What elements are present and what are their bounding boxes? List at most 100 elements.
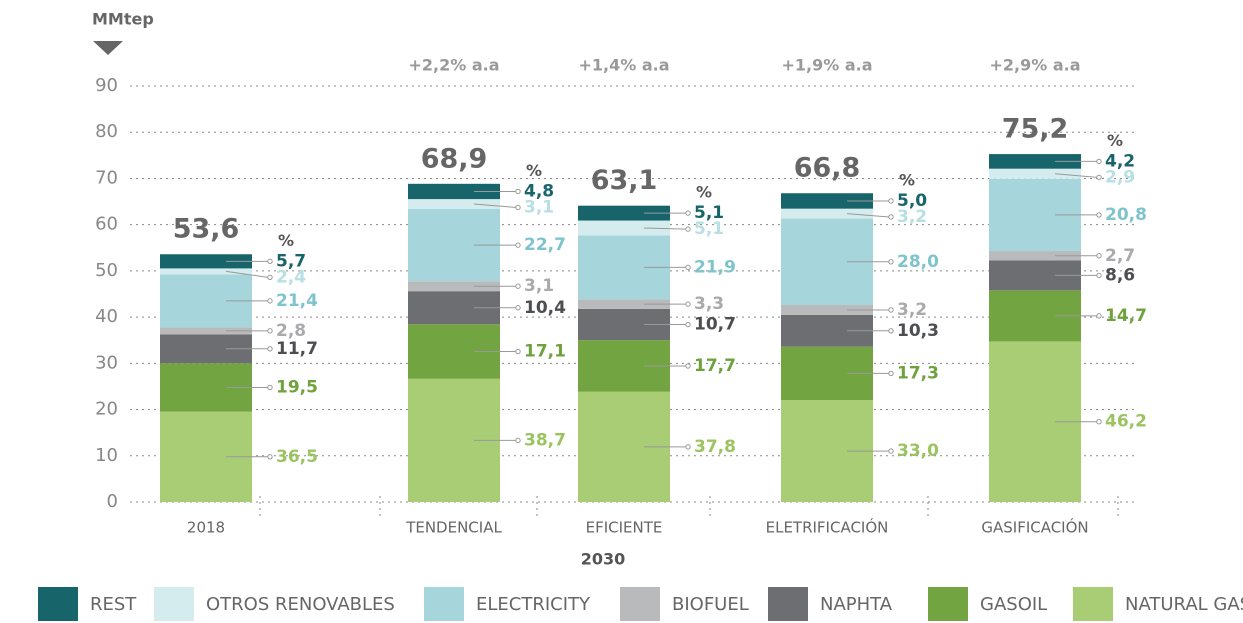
bar-segment <box>578 205 670 221</box>
total-label: 63,1 <box>591 165 658 196</box>
y-tick-label: 10 <box>95 445 118 466</box>
share-unit: % <box>526 161 542 180</box>
total-label: 75,2 <box>1002 114 1069 145</box>
leader-dot <box>515 204 521 211</box>
y-tick-label: 40 <box>95 306 118 327</box>
leader-dot <box>515 188 521 195</box>
leader-dot <box>515 437 521 444</box>
y-tick-label: 80 <box>95 121 118 142</box>
bar-segment <box>781 305 873 315</box>
share-label: 21,9 <box>694 257 736 277</box>
share-label: 3,1 <box>524 197 554 217</box>
leader-dot <box>888 328 894 334</box>
share-label: 22,7 <box>524 235 566 255</box>
x-tick-label: TENDENCIAL <box>405 519 502 537</box>
share-label: 8,6 <box>1105 265 1135 285</box>
leader-dot <box>685 226 691 232</box>
share-label: 37,8 <box>694 437 736 457</box>
share-label: 36,5 <box>276 447 318 467</box>
share-label: 11,7 <box>276 339 318 359</box>
leader-dot <box>1096 158 1102 165</box>
legend-swatch <box>768 587 808 621</box>
leader-dot <box>685 264 691 271</box>
total-label: 66,8 <box>794 153 861 184</box>
leader-line <box>643 227 687 230</box>
leader-dot <box>515 348 521 355</box>
share-label: 2,8 <box>276 321 306 341</box>
leader-dot <box>1096 272 1102 279</box>
growth-label: +2,9% a.a <box>989 56 1080 75</box>
share-label: 5,7 <box>276 251 306 271</box>
share-label: 10,3 <box>897 321 939 341</box>
bar-segment <box>989 251 1081 261</box>
axis-arrow <box>93 41 123 55</box>
leader-dot <box>267 274 273 281</box>
y-tick-label: 0 <box>107 491 118 512</box>
leader-dot <box>685 321 691 328</box>
share-unit: % <box>278 231 294 250</box>
share-label: 38,7 <box>524 430 566 450</box>
share-label: 17,3 <box>897 363 939 383</box>
legend-swatch <box>38 587 78 621</box>
y-tick-label: 90 <box>95 75 118 96</box>
leader-dot <box>515 305 521 311</box>
y-tick-label: 50 <box>95 260 118 281</box>
bar-segment <box>408 183 500 200</box>
share-label: 5,0 <box>897 191 927 211</box>
bar-segment <box>781 208 873 219</box>
leader-line <box>1054 173 1098 178</box>
legend-label: BIOFUEL <box>672 594 749 615</box>
share-label: 10,4 <box>524 298 566 318</box>
legend-label: NATURAL GAS <box>1125 594 1243 615</box>
leader-dot <box>685 444 691 450</box>
growth-label: +2,2% a.a <box>408 56 499 75</box>
leader-dot <box>1096 253 1102 259</box>
share-label: 21,4 <box>276 291 318 311</box>
share-label: 19,5 <box>276 377 318 397</box>
bar-segment <box>578 299 670 309</box>
share-label: 46,2 <box>1105 412 1147 432</box>
y-tick-label: 20 <box>95 399 118 420</box>
leader-dot <box>685 363 691 369</box>
leader-dot <box>888 307 894 313</box>
leader-dot <box>267 298 273 304</box>
bar-segment <box>160 254 252 269</box>
leader-dot <box>888 214 894 220</box>
total-label: 53,6 <box>173 214 240 245</box>
x-tick-label: GASIFICACIÓN <box>981 518 1088 537</box>
share-label: 28,0 <box>897 252 939 272</box>
bar-segment <box>578 220 670 236</box>
bar-segment <box>781 193 873 209</box>
legend-label: ELECTRICITY <box>476 594 591 615</box>
bar-segment <box>160 327 252 335</box>
share-label: 2,4 <box>276 267 306 287</box>
total-label: 68,9 <box>421 143 488 174</box>
share-unit: % <box>696 183 712 202</box>
leader-line <box>846 213 890 218</box>
share-label: 5,1 <box>694 219 724 239</box>
share-label: 5,1 <box>694 203 724 223</box>
x-tick-label: ELETRIFICACIÓN <box>766 518 889 537</box>
bar-segment <box>989 154 1081 169</box>
share-label: 3,2 <box>897 207 927 227</box>
share-label: 4,8 <box>524 181 554 201</box>
share-label: 10,7 <box>694 315 736 335</box>
legend-swatch <box>928 587 968 621</box>
bar-segment <box>408 199 500 209</box>
y-axis-label: MMtep <box>92 10 154 29</box>
leader-dot <box>888 259 894 265</box>
legend-label: NAPHTA <box>820 594 893 615</box>
share-label: 4,2 <box>1105 151 1135 171</box>
y-tick-label: 70 <box>95 167 118 188</box>
share-label: 3,3 <box>694 294 724 314</box>
legend-label: GASOIL <box>980 594 1047 615</box>
growth-label: +1,9% a.a <box>781 56 872 75</box>
share-unit: % <box>899 170 915 189</box>
leader-dot <box>1096 419 1102 425</box>
leader-line <box>473 203 517 208</box>
leader-dot <box>888 370 894 377</box>
legend-swatch <box>154 587 194 621</box>
group-label: 2030 <box>581 550 626 569</box>
legend-label: REST <box>90 594 137 615</box>
